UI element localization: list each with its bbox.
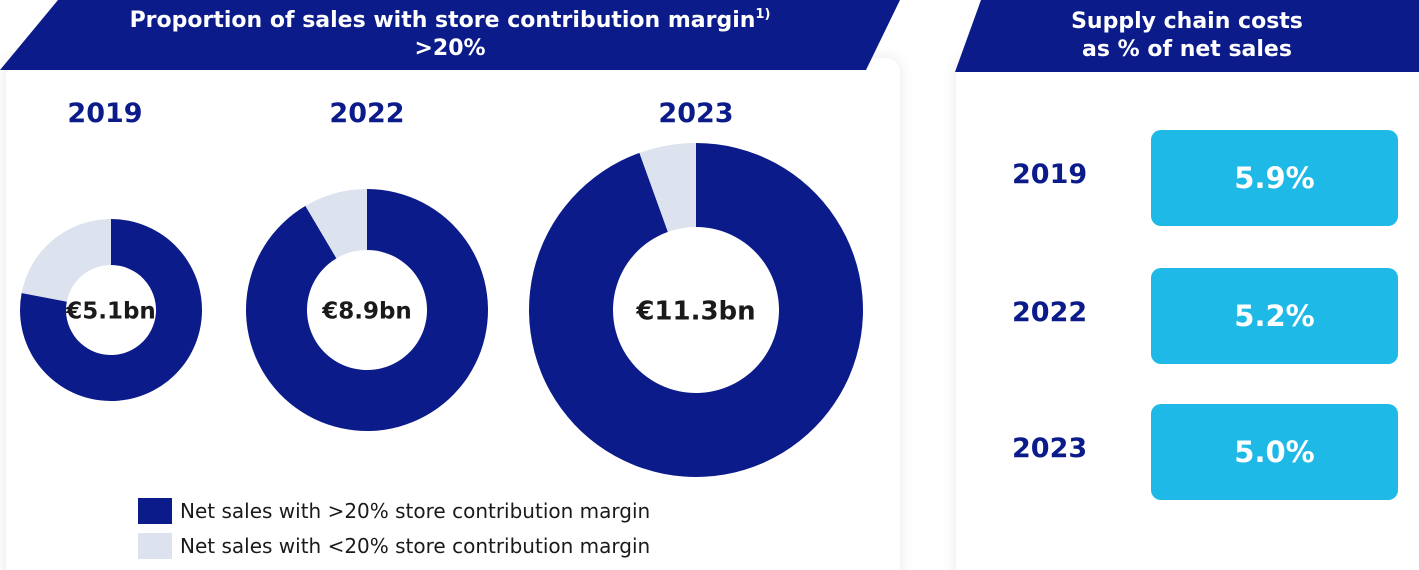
donut-total-label-2022: €8.9bn: [321, 298, 412, 324]
left-title-footnote: 1): [755, 7, 771, 22]
donut-slice-low-2023: [639, 143, 696, 232]
left-title-line2: >20%: [414, 36, 486, 61]
supply-year-2023: 2023: [1012, 433, 1088, 464]
donut-charts: €5.1bn €8.9bn €11.3bn: [20, 143, 864, 477]
supply-year-2019: 2019: [1012, 159, 1088, 190]
year-label-2022: 2022: [329, 98, 405, 129]
legend-label-high: Net sales with >20% store contribution m…: [180, 499, 651, 523]
year-label-2019: 2019: [67, 98, 143, 129]
left-title-line1: Proportion of sales with store contribut…: [129, 8, 756, 33]
left-title-line1-row: Proportion of sales with store contribut…: [0, 7, 900, 35]
legend-item-high: Net sales with >20% store contribution m…: [138, 498, 650, 524]
right-title-line1: Supply chain costs: [1071, 9, 1303, 34]
year-label-2023: 2023: [658, 98, 734, 129]
donut-slice-low-2019: [21, 219, 111, 302]
legend-label-low: Net sales with <20% store contribution m…: [180, 534, 651, 558]
right-title-banner: Supply chain costs as % of net sales: [955, 0, 1419, 72]
donut-total-label-2019: €5.1bn: [65, 298, 156, 324]
supply-value-2019: 5.9%: [1151, 130, 1398, 226]
left-title-banner: Proportion of sales with store contribut…: [0, 0, 900, 70]
legend-item-low: Net sales with <20% store contribution m…: [138, 533, 650, 559]
donut-slice-low-2022: [305, 189, 367, 259]
donut-slice-high-2019: [20, 219, 202, 402]
right-title-line2: as % of net sales: [1082, 37, 1292, 62]
legend-swatch-low: [138, 533, 172, 559]
legend-swatch-high: [138, 498, 172, 524]
supply-year-2022: 2022: [1012, 297, 1088, 328]
donut-total-label-2023: €11.3bn: [635, 296, 755, 326]
donut-slice-high-2022: [245, 189, 488, 431]
supply-value-2022: 5.2%: [1151, 268, 1398, 364]
donut-slice-high-2023: [529, 143, 864, 477]
supply-value-2023: 5.0%: [1151, 404, 1398, 500]
